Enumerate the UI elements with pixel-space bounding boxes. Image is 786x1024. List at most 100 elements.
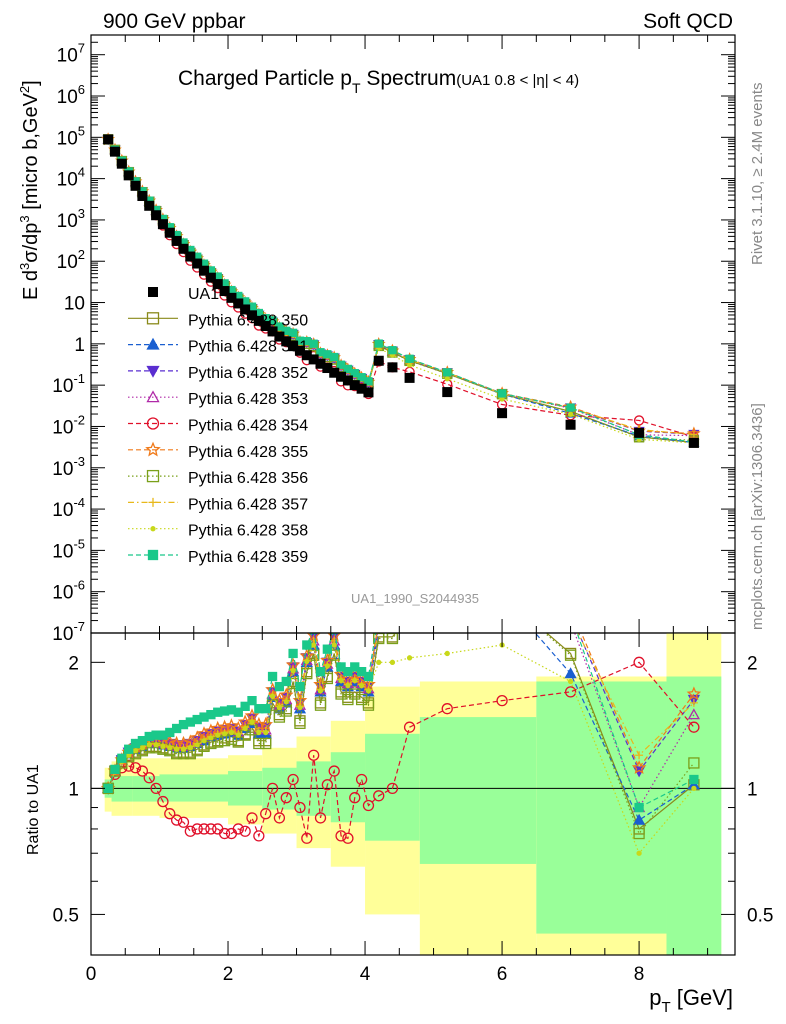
ua1-point <box>301 350 312 361</box>
data-point <box>253 830 265 842</box>
data-point <box>124 744 134 754</box>
ratio-y-label: Ratio to UA1 <box>25 764 42 855</box>
data-point <box>164 808 176 820</box>
data-point <box>686 686 702 701</box>
ratio-y-tick-label: 1 <box>747 779 758 800</box>
data-point <box>187 745 193 751</box>
data-point <box>304 658 310 665</box>
data-point <box>273 711 286 723</box>
data-point <box>146 337 160 350</box>
data-point <box>287 773 299 786</box>
data-point <box>566 617 576 626</box>
y-tick-label: 106 <box>57 82 85 108</box>
data-point <box>632 813 646 825</box>
data-point <box>365 688 372 694</box>
ua1-series <box>103 134 699 448</box>
data-point <box>274 681 285 692</box>
data-point <box>374 618 384 627</box>
data-point <box>443 368 452 377</box>
data-point <box>297 704 303 711</box>
data-point <box>129 762 142 774</box>
data-point <box>146 312 160 325</box>
x-tick-label: 8 <box>634 964 645 985</box>
data-point <box>288 648 298 659</box>
y-tick-label: 10-2 <box>52 412 85 438</box>
data-point <box>288 328 298 337</box>
data-point <box>444 376 450 382</box>
mcplots-reference-label: mcplots.cern.ch [arXiv:1306.3436] <box>749 403 766 630</box>
ratio-panel: 0.5 0.5 1 1 2 2 0 2 4 6 8 Ratio to UA1 pT [GeV] <box>25 583 773 1016</box>
ua1-point <box>212 279 223 290</box>
data-point <box>496 583 507 594</box>
data-point <box>345 682 351 689</box>
data-point <box>263 729 269 736</box>
data-point <box>246 812 258 824</box>
data-point <box>372 633 385 634</box>
ua1-point <box>288 341 299 352</box>
data-point <box>567 611 575 619</box>
data-point <box>309 633 319 634</box>
ua1-point <box>497 408 508 419</box>
data-point <box>317 688 324 694</box>
ua1-point <box>247 310 257 321</box>
data-point <box>268 316 277 325</box>
data-point <box>276 704 283 711</box>
ua1-point <box>157 219 168 230</box>
data-point <box>387 620 397 629</box>
data-point <box>242 725 248 732</box>
data-point <box>565 602 576 613</box>
data-point <box>260 737 272 750</box>
data-point <box>405 611 415 621</box>
data-point <box>691 785 697 792</box>
legend-entry: Pythia 6.428 357 <box>128 496 308 513</box>
data-point <box>387 618 397 627</box>
data-point <box>117 753 127 763</box>
data-point <box>567 678 574 685</box>
data-point <box>564 667 577 679</box>
data-point <box>497 590 507 600</box>
data-point <box>564 686 577 698</box>
data-point <box>249 719 255 725</box>
legend-label: Pythia 6.428 356 <box>188 470 308 487</box>
ratio-y-tick-label: 2 <box>747 653 758 674</box>
data-point <box>631 760 647 774</box>
data-point <box>636 850 642 856</box>
data-point <box>157 795 169 808</box>
legend-entry: Pythia 6.428 356 <box>128 469 308 487</box>
legend-label: Pythia 6.428 357 <box>188 496 308 513</box>
data-point <box>497 590 507 599</box>
data-point <box>386 633 399 634</box>
ua1-point <box>260 321 271 332</box>
data-point <box>388 611 396 619</box>
ratio-y-tick-label: 1 <box>68 779 79 800</box>
legend-entry: Pythia 6.428 359 <box>128 549 308 566</box>
legend-entry: Pythia 6.428 358 <box>128 523 308 540</box>
legend-label: Pythia 6.428 353 <box>188 391 308 408</box>
data-point <box>146 365 160 378</box>
data-point <box>256 729 262 736</box>
data-point <box>273 812 286 824</box>
legend-entry: Pythia 6.428 353 <box>128 390 308 408</box>
ua1-point <box>281 336 292 347</box>
legend-label: Pythia 6.428 352 <box>188 365 308 382</box>
data-point <box>441 703 453 715</box>
data-point <box>198 823 210 835</box>
ua1-point <box>151 210 162 221</box>
ua1-point <box>349 380 360 391</box>
data-point <box>148 497 158 507</box>
ua1-point <box>565 419 576 430</box>
data-point <box>357 373 366 382</box>
data-point <box>221 731 228 737</box>
legend: UA1 Pythia 6.428 350 Pythia 6.428 351 Pythi… <box>128 286 308 566</box>
data-point <box>497 585 507 594</box>
data-point <box>218 827 231 840</box>
uncertainty-band-stat <box>536 681 667 934</box>
data-point <box>146 390 160 403</box>
legend-label: Pythia 6.428 358 <box>188 523 308 540</box>
ua1-point <box>144 200 155 211</box>
data-point <box>261 704 271 714</box>
data-point <box>143 772 155 784</box>
ua1-point <box>387 362 398 373</box>
data-point <box>309 339 318 348</box>
uncertainty-band-stat <box>666 676 722 955</box>
